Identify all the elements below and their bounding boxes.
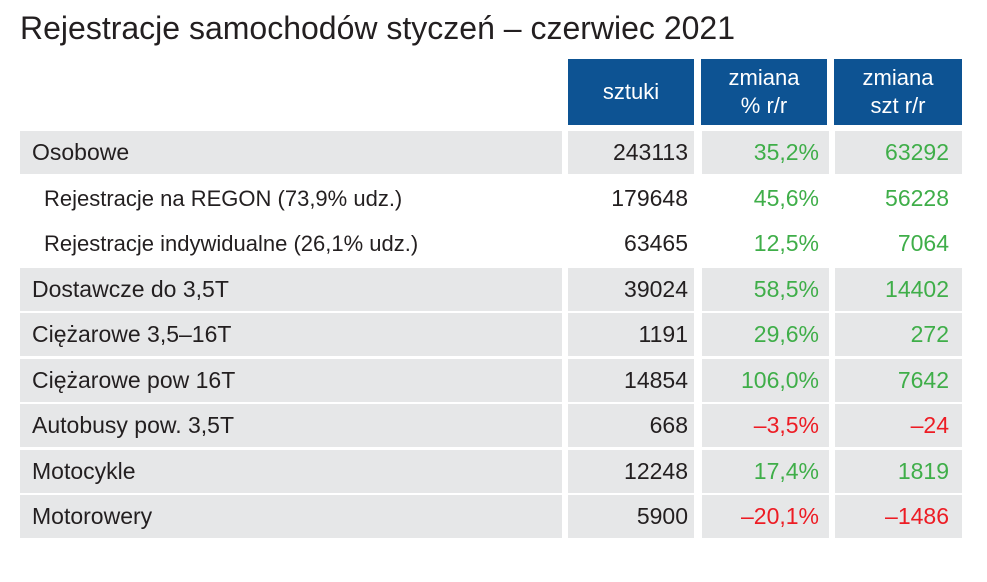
cell-zmiana-szt: 56228 (885, 185, 949, 211)
row-background-cell (702, 359, 829, 402)
cell-sztuki: 243113 (612, 139, 688, 165)
row-background-cell (568, 495, 694, 538)
page-title: Rejestracje samochodów styczeń – czerwie… (20, 10, 735, 46)
cell-zmiana-szt: 7064 (897, 230, 949, 256)
row-background-cell (568, 131, 694, 174)
column-header-zmiana-szt: zmiana szt r/r (834, 59, 962, 125)
column-header-sztuki-label: sztuki (602, 79, 660, 104)
row-label: Autobusy pow. 3,5T (32, 412, 235, 438)
row-background-cell (702, 495, 829, 538)
cell-sztuki: 39024 (624, 276, 688, 302)
column-header-zmiana-pct-line1: zmiana (728, 65, 800, 90)
row-background-cell (568, 450, 694, 493)
cell-sztuki: 179648 (611, 185, 688, 211)
table-row: Autobusy pow. 3,5T 668 –3,5% –24 (20, 404, 962, 447)
table-row: Dostawcze do 3,5T 39024 58,5% 14402 (20, 268, 962, 311)
table-row: Osobowe 243113 35,2% 63292 (20, 131, 962, 174)
column-header-zmiana-pct: zmiana % r/r (701, 59, 827, 125)
cell-zmiana-pct: 12,5% (753, 230, 819, 256)
table-row: Rejestracje na REGON (73,9% udz.) 179648 4… (20, 177, 962, 220)
row-background-cell (20, 359, 562, 402)
cell-sztuki: 12248 (624, 458, 688, 484)
cell-zmiana-pct: 45,6% (753, 185, 819, 211)
cell-sztuki: 14854 (624, 367, 688, 393)
row-background-cell (702, 313, 829, 356)
row-label: Motorowery (32, 503, 153, 529)
row-background-cell (835, 313, 962, 356)
cell-zmiana-pct: 106,0% (740, 367, 819, 393)
cell-zmiana-szt: 272 (910, 321, 949, 347)
row-label: Dostawcze do 3,5T (32, 276, 229, 302)
table-row: Rejestracje indywidualne (26,1% udz.) 634… (20, 222, 962, 265)
row-background-cell (20, 404, 562, 447)
row-background-cell (20, 131, 562, 174)
column-header-zmiana-szt-line2: szt r/r (870, 93, 926, 118)
row-background-cell (702, 404, 829, 447)
row-background-cell (702, 268, 829, 311)
table-row: Ciężarowe pow 16T 14854 106,0% 7642 (20, 359, 962, 402)
cell-sztuki: 668 (649, 412, 688, 438)
row-label: Osobowe (32, 139, 130, 165)
cell-zmiana-szt: 7642 (897, 367, 949, 393)
row-background-cell (20, 268, 562, 311)
row-label: Rejestracje indywidualne (26,1% udz.) (44, 230, 419, 256)
row-background-cell (568, 359, 694, 402)
row-label: Ciężarowe pow 16T (32, 367, 236, 393)
row-label: Rejestracje na REGON (73,9% udz.) (44, 185, 403, 211)
cell-zmiana-szt: 1819 (897, 458, 949, 484)
table-row: Ciężarowe 3,5–16T 1191 29,6% 272 (20, 313, 962, 356)
cell-zmiana-szt: 14402 (885, 276, 949, 302)
cell-sztuki: 5900 (636, 503, 688, 529)
table-row: Motorowery 5900 –20,1% –1486 (20, 495, 962, 538)
row-background-cell (20, 495, 562, 538)
row-background-cell (835, 131, 962, 174)
row-background-cell (702, 131, 829, 174)
row-background-cell (568, 404, 694, 447)
cell-zmiana-pct: 58,5% (753, 276, 819, 302)
row-background-cell (20, 450, 562, 493)
column-header-zmiana-pct-line2: % r/r (740, 93, 788, 118)
row-label: Motocykle (32, 458, 136, 484)
row-background-cell (835, 450, 962, 493)
cell-zmiana-pct: –3,5% (753, 412, 819, 438)
column-header-zmiana-szt-line1: zmiana (862, 65, 934, 90)
row-background-cell (568, 268, 694, 311)
row-background-cell (835, 404, 962, 447)
cell-zmiana-szt: –24 (910, 412, 949, 438)
row-background-cell (702, 450, 829, 493)
cell-zmiana-pct: 17,4% (753, 458, 819, 484)
cell-sztuki: 1191 (638, 321, 688, 347)
cell-zmiana-pct: 29,6% (753, 321, 819, 347)
cell-zmiana-pct: –20,1% (740, 503, 819, 529)
row-background-cell (835, 268, 962, 311)
row-background-cell (835, 495, 962, 538)
row-background-cell (568, 313, 694, 356)
cell-zmiana-szt: –1486 (885, 503, 949, 529)
cell-zmiana-pct: 35,2% (753, 139, 819, 165)
column-header-sztuki: sztuki (568, 59, 694, 125)
cell-sztuki: 63465 (624, 230, 688, 256)
row-background-cell (835, 359, 962, 402)
row-label: Ciężarowe 3,5–16T (32, 321, 232, 347)
table-row: Motocykle 12248 17,4% 1819 (20, 450, 962, 493)
cell-zmiana-szt: 63292 (885, 139, 949, 165)
row-background-cell (20, 313, 562, 356)
